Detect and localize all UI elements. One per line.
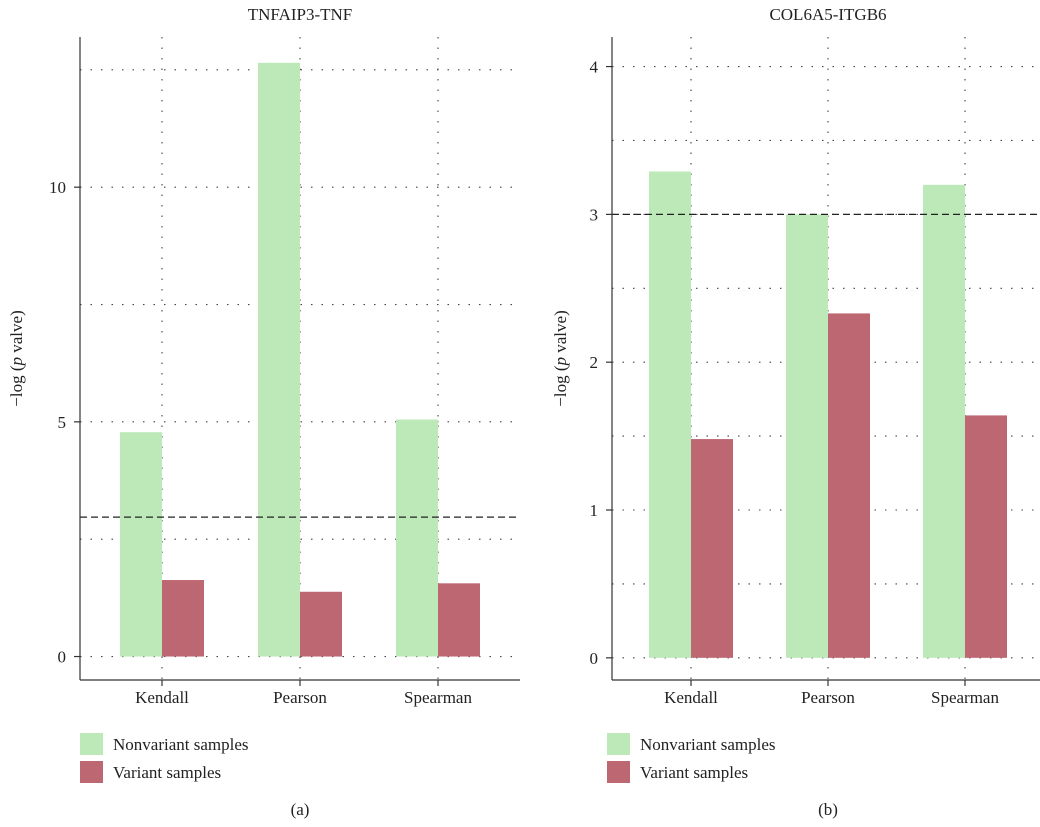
bar-variant-spearman	[965, 415, 1007, 658]
legend-swatch-nonvariant	[607, 733, 630, 755]
x-tick-label: Kendall	[135, 688, 189, 707]
x-tick-label: Spearman	[931, 688, 999, 707]
legend-label: Nonvariant samples	[640, 735, 776, 754]
y-tick-label: 10	[49, 178, 66, 197]
bar-variant-pearson	[828, 313, 870, 658]
bar-variant-pearson	[300, 591, 342, 657]
y-tick-label: 0	[58, 648, 67, 667]
chart-title: TNFAIP3-TNF	[248, 5, 353, 24]
y-tick-label: 1	[590, 501, 599, 520]
y-tick-label: 3	[590, 205, 599, 224]
bar-variant-kendall	[691, 439, 733, 658]
x-tick-label: Kendall	[664, 688, 718, 707]
bar-nonvariant-kendall	[120, 432, 162, 657]
legend-swatch-nonvariant	[80, 733, 103, 755]
legend-swatch-variant	[607, 761, 630, 783]
x-tick-label: Pearson	[273, 688, 327, 707]
x-tick-label: Pearson	[801, 688, 855, 707]
chart-panel-b: 0 1 2 3 4 Kendall Pearson Spearman COL6A5-ITGB6 −…	[551, 5, 1040, 819]
y-tick-label: 4	[590, 58, 599, 77]
bar-variant-spearman	[438, 583, 480, 657]
y-tick-label: 5	[58, 413, 67, 432]
chart-title: COL6A5-ITGB6	[769, 5, 886, 24]
y-tick-label: 2	[590, 353, 599, 372]
bar-nonvariant-pearson	[258, 62, 300, 657]
x-tick-label: Spearman	[404, 688, 472, 707]
y-tick-label: 0	[590, 649, 599, 668]
panel-label: (a)	[291, 800, 310, 819]
y-axis-label: −log (p valve)	[7, 310, 26, 406]
panel-label: (b)	[818, 800, 838, 819]
legend-label: Nonvariant samples	[113, 735, 249, 754]
chart-panel-a: 0 5 10 Kendall Pearson Spearman TNFAIP3-TNF −lo…	[7, 5, 520, 819]
bar-nonvariant-kendall	[649, 171, 691, 658]
bar-nonvariant-spearman	[923, 184, 965, 658]
bar-nonvariant-pearson	[786, 214, 828, 658]
bar-nonvariant-spearman	[396, 419, 438, 657]
bar-variant-kendall	[162, 580, 204, 657]
legend-label: Variant samples	[640, 763, 748, 782]
y-axis-label: −log (p valve)	[551, 310, 570, 406]
legend-swatch-variant	[80, 761, 103, 783]
legend-label: Variant samples	[113, 763, 221, 782]
